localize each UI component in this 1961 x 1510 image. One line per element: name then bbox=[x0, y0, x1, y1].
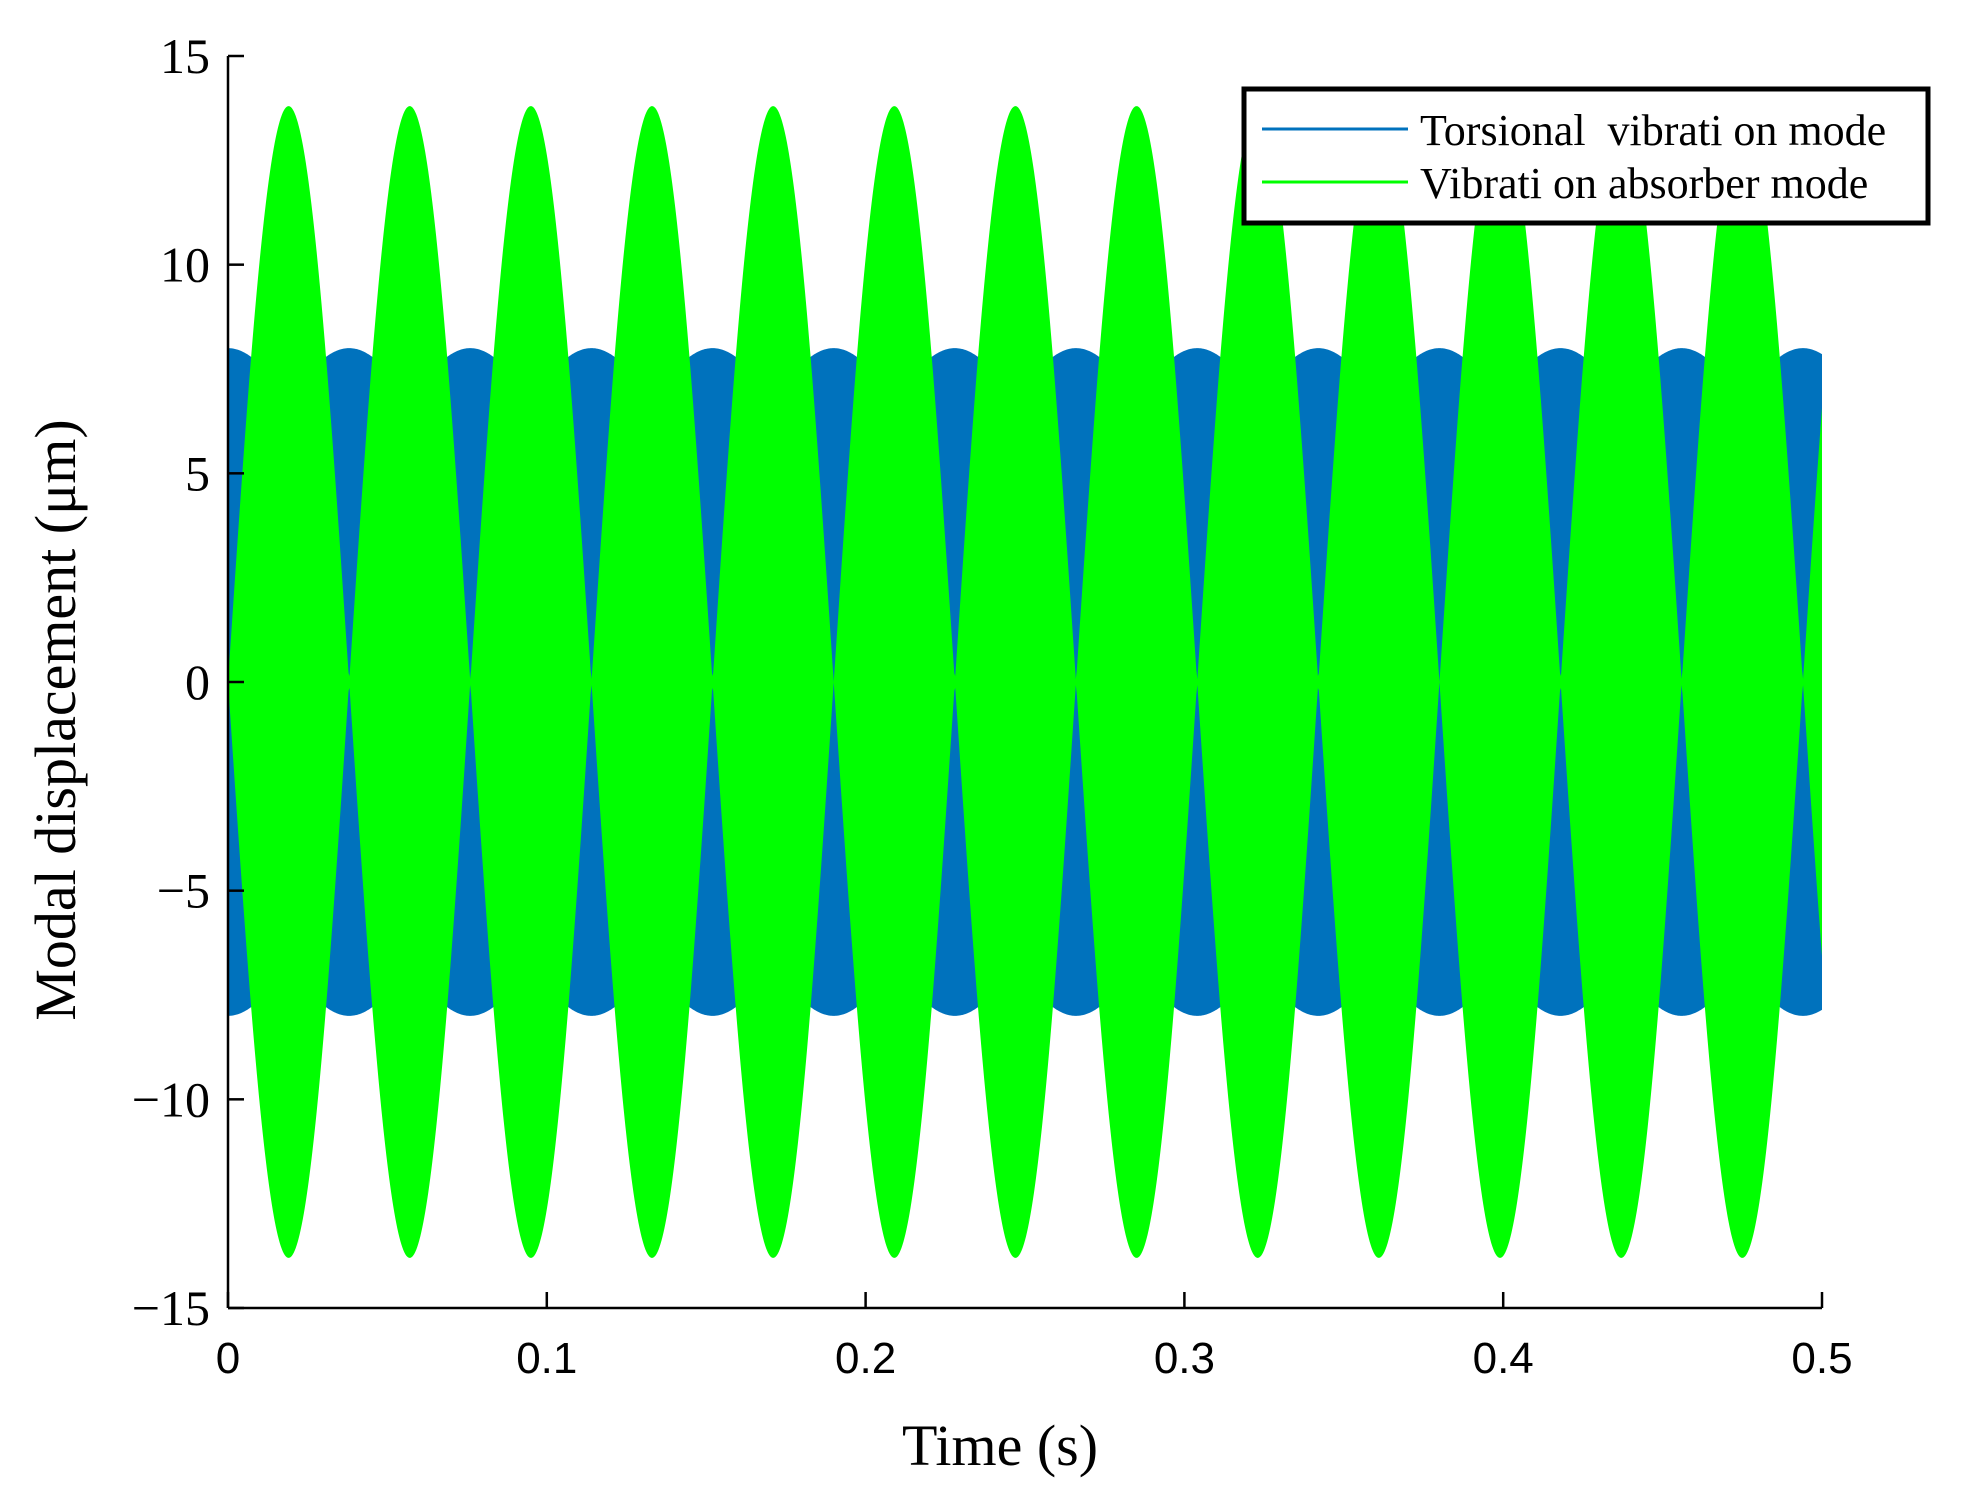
y-tick-label: −5 bbox=[157, 863, 210, 919]
plot-area bbox=[228, 106, 1822, 1258]
x-tick-label: 0.4 bbox=[1473, 1334, 1534, 1383]
series-vibration-absorber-mode-fill bbox=[228, 106, 1822, 1258]
legend-box bbox=[1241, 86, 1931, 226]
y-tick-label: 10 bbox=[160, 237, 210, 293]
x-tick-label: 0 bbox=[216, 1334, 240, 1383]
y-tick-label: −15 bbox=[132, 1280, 210, 1336]
y-tick-label: 5 bbox=[185, 445, 210, 501]
tick-marks bbox=[226, 54, 1824, 1310]
legend-label-torsional-vibration-mode: Torsional vibrati on mode bbox=[1420, 106, 1886, 155]
legend: Torsional vibrati on mode Vibrati on abs… bbox=[1241, 86, 1931, 226]
legend-label-vibration-absorber-mode: Vibrati on absorber mode bbox=[1420, 159, 1868, 208]
x-tick-label: 0.1 bbox=[516, 1334, 577, 1383]
x-tick-label: 0.5 bbox=[1791, 1334, 1852, 1383]
x-tick-label: 0.2 bbox=[835, 1334, 896, 1383]
x-tick-label: 0.3 bbox=[1154, 1334, 1215, 1383]
y-axis-title: Modal displacement (μm) bbox=[23, 419, 88, 1020]
y-tick-label: 15 bbox=[160, 28, 210, 84]
tick-labels: 0 0.1 0.2 0.3 0.4 0.5 15 10 5 0 −5 −10 −15 bbox=[132, 28, 1853, 1383]
y-tick-label: −10 bbox=[132, 1071, 210, 1127]
y-tick-label: 0 bbox=[185, 654, 210, 710]
x-axis-title: Time (s) bbox=[902, 1413, 1098, 1478]
